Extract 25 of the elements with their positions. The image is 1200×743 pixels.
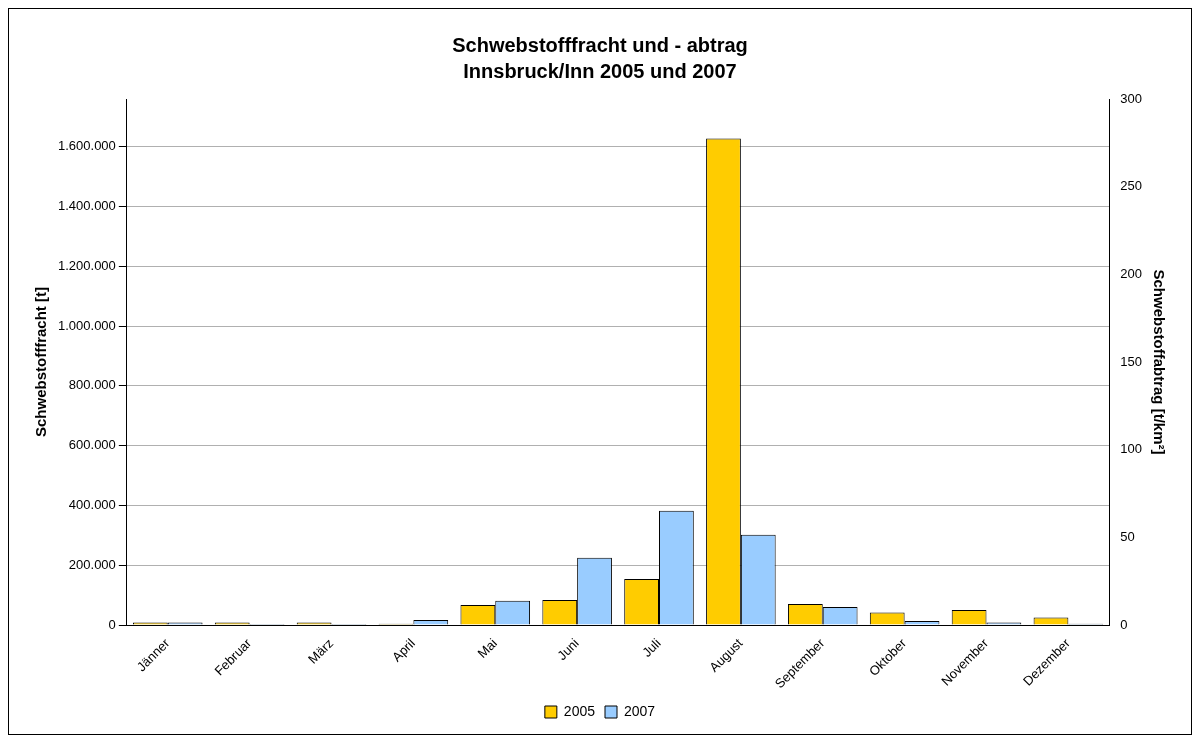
legend-label: 2007	[624, 702, 656, 719]
chart-subtitle: Innsbruck/Inn 2005 und 2007	[463, 59, 737, 82]
legend-label: 2005	[563, 702, 596, 719]
y2-tick-label: 200	[1120, 265, 1143, 281]
x-tick-label: Juli	[639, 635, 664, 660]
y2-tick-label: 50	[1120, 528, 1135, 544]
y-tick-label: 1.000.000	[57, 317, 116, 333]
y2-tick-label: 0	[1120, 616, 1128, 632]
y2-tick-label: 100	[1120, 441, 1143, 457]
y2-axis-title: Schwebstoffabtrag [t/km²]	[1150, 269, 1168, 455]
x-tick-label: Mai	[474, 635, 500, 661]
y2-tick-label: 250	[1120, 178, 1143, 194]
y-tick-label: 400.000	[68, 497, 116, 513]
y-tick-label: 1.600.000	[57, 138, 116, 154]
y-tick-label: 1.200.000	[57, 257, 116, 273]
y2-tick-label: 150	[1120, 353, 1143, 369]
y-tick-label: 1.400.000	[57, 198, 116, 214]
y2-tick-label: 300	[1120, 90, 1143, 106]
x-tick-label: Juni	[554, 635, 582, 664]
y-tick-label: 200.000	[68, 556, 116, 572]
chart-title: Schwebstofffracht und - abtrag	[452, 33, 748, 56]
y-tick-label: 800.000	[68, 377, 116, 393]
y-tick-label: 600.000	[68, 437, 116, 453]
y-tick-label: 0	[108, 616, 116, 632]
y-axis-title: Schwebstofffracht [t]	[32, 287, 50, 437]
